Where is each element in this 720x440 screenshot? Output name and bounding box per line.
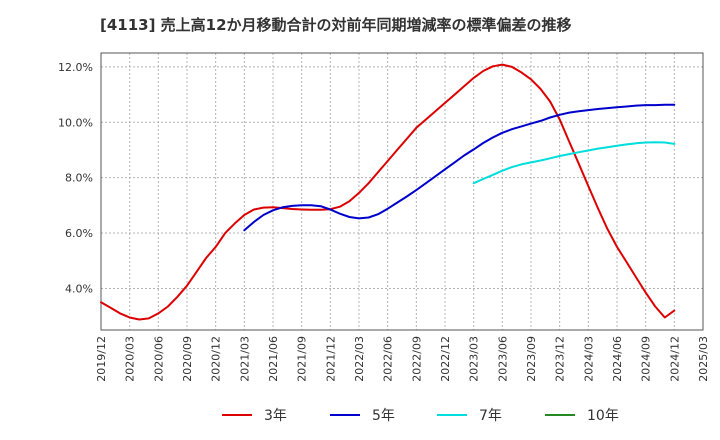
legend-label: 3年 — [264, 408, 287, 424]
plot-frame — [100, 52, 704, 331]
x-tick-label: 2024/06 — [611, 336, 624, 382]
legend-swatch — [545, 414, 575, 416]
plot-area — [101, 53, 703, 330]
x-tick-label: 2020/09 — [181, 336, 194, 382]
chart-title: [4113] 売上高12か月移動合計の対前年同期増減率の標準偏差の推移 — [100, 16, 572, 34]
x-tick-label: 2023/03 — [468, 336, 481, 382]
x-tick-label: 2022/06 — [382, 336, 395, 382]
x-tick-label: 2023/09 — [525, 336, 538, 382]
series-line-5年 — [243, 103, 676, 232]
x-tick-label: 2020/12 — [210, 336, 223, 382]
x-tick-label: 2022/03 — [353, 336, 366, 382]
legend-item-3年: 3年 — [222, 404, 287, 426]
y-tick-label: 12.0% — [58, 61, 93, 74]
x-tick-label: 2021/03 — [238, 336, 251, 382]
x-tick-label: 2025/03 — [697, 336, 710, 382]
y-tick-label: 8.0% — [65, 172, 93, 185]
x-tick-label: 2019/12 — [95, 336, 108, 382]
chart-legend: 3年 5年 7年 10年 — [0, 404, 720, 426]
x-tick-label: 2023/12 — [554, 336, 567, 382]
legend-label: 10年 — [587, 408, 619, 424]
legend-item-7年: 7年 — [437, 404, 502, 426]
x-tick-label: 2024/03 — [582, 336, 595, 382]
legend-label: 7年 — [479, 408, 502, 424]
y-tick-label: 10.0% — [58, 116, 93, 129]
x-tick-label: 2021/06 — [267, 336, 280, 382]
series-line-3年 — [100, 63, 676, 321]
x-tick-label: 2022/12 — [439, 336, 452, 382]
x-tick-label: 2024/09 — [640, 336, 653, 382]
legend-label: 5年 — [372, 408, 395, 424]
x-tick-label: 2021/09 — [296, 336, 309, 382]
series-line-7年 — [472, 141, 676, 185]
y-tick-label: 6.0% — [65, 227, 93, 240]
x-tick-label: 2024/12 — [668, 336, 681, 382]
x-tick-label: 2023/06 — [496, 336, 509, 382]
legend-item-5年: 5年 — [330, 404, 395, 426]
x-tick-label: 2020/06 — [152, 336, 165, 382]
x-tick-label: 2021/12 — [324, 336, 337, 382]
legend-swatch — [330, 414, 360, 416]
legend-swatch — [437, 414, 467, 416]
legend-item-10年: 10年 — [545, 404, 619, 426]
legend-swatch — [222, 414, 252, 416]
x-tick-label: 2020/03 — [124, 336, 137, 382]
x-tick-label: 2022/09 — [410, 336, 423, 382]
y-tick-label: 4.0% — [65, 282, 93, 295]
